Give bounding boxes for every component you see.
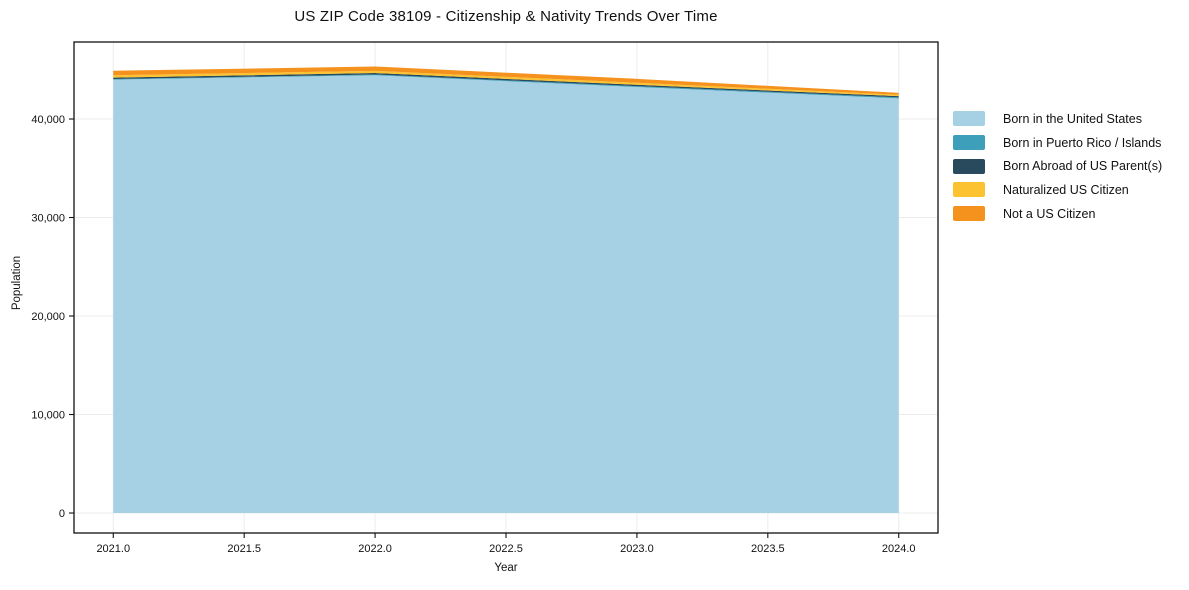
y-tick-label: 20,000 (31, 311, 65, 323)
chart-title: US ZIP Code 38109 - Citizenship & Nativi… (294, 8, 718, 25)
legend-swatch-icon (953, 182, 985, 198)
legend-swatch-icon (953, 206, 985, 222)
legend-swatch-icon (953, 135, 985, 151)
y-tick-label: 40,000 (31, 114, 65, 126)
y-axis-label: Population (11, 255, 23, 311)
legend-label: Born Abroad of US Parent(s) (1003, 159, 1163, 174)
y-tick-label: 0 (59, 508, 65, 520)
legend-item: Born in the United States (953, 107, 1162, 131)
x-tick-label: 2022.0 (358, 543, 392, 555)
legend-label: Born in the United States (1003, 111, 1142, 126)
legend-swatch-icon (953, 158, 985, 174)
legend-swatch-icon (953, 111, 985, 127)
x-tick-label: 2021.5 (227, 543, 261, 555)
legend-item: Naturalized US Citizen (953, 178, 1162, 202)
area-series-born-in-the-united-states (113, 75, 899, 514)
x-axis-label: Year (494, 562, 518, 574)
legend-item: Born Abroad of US Parent(s) (953, 154, 1162, 178)
x-tick-label: 2024.0 (882, 543, 916, 555)
x-tick-label: 2022.5 (489, 543, 523, 555)
legend-item: Born in Puerto Rico / Islands (953, 131, 1162, 155)
legend-label: Born in Puerto Rico / Islands (1003, 135, 1162, 150)
y-tick-label: 30,000 (31, 212, 65, 224)
x-tick-label: 2023.0 (620, 543, 654, 555)
legend-label: Not a US Citizen (1003, 206, 1096, 221)
y-tick-label: 10,000 (31, 409, 65, 421)
x-tick-label: 2023.5 (751, 543, 785, 555)
x-tick-label: 2021.0 (96, 543, 130, 555)
legend: Born in the United States Born in Puerto … (953, 107, 1162, 225)
legend-item: Not a US Citizen (953, 202, 1162, 226)
legend-label: Naturalized US Citizen (1003, 182, 1129, 197)
